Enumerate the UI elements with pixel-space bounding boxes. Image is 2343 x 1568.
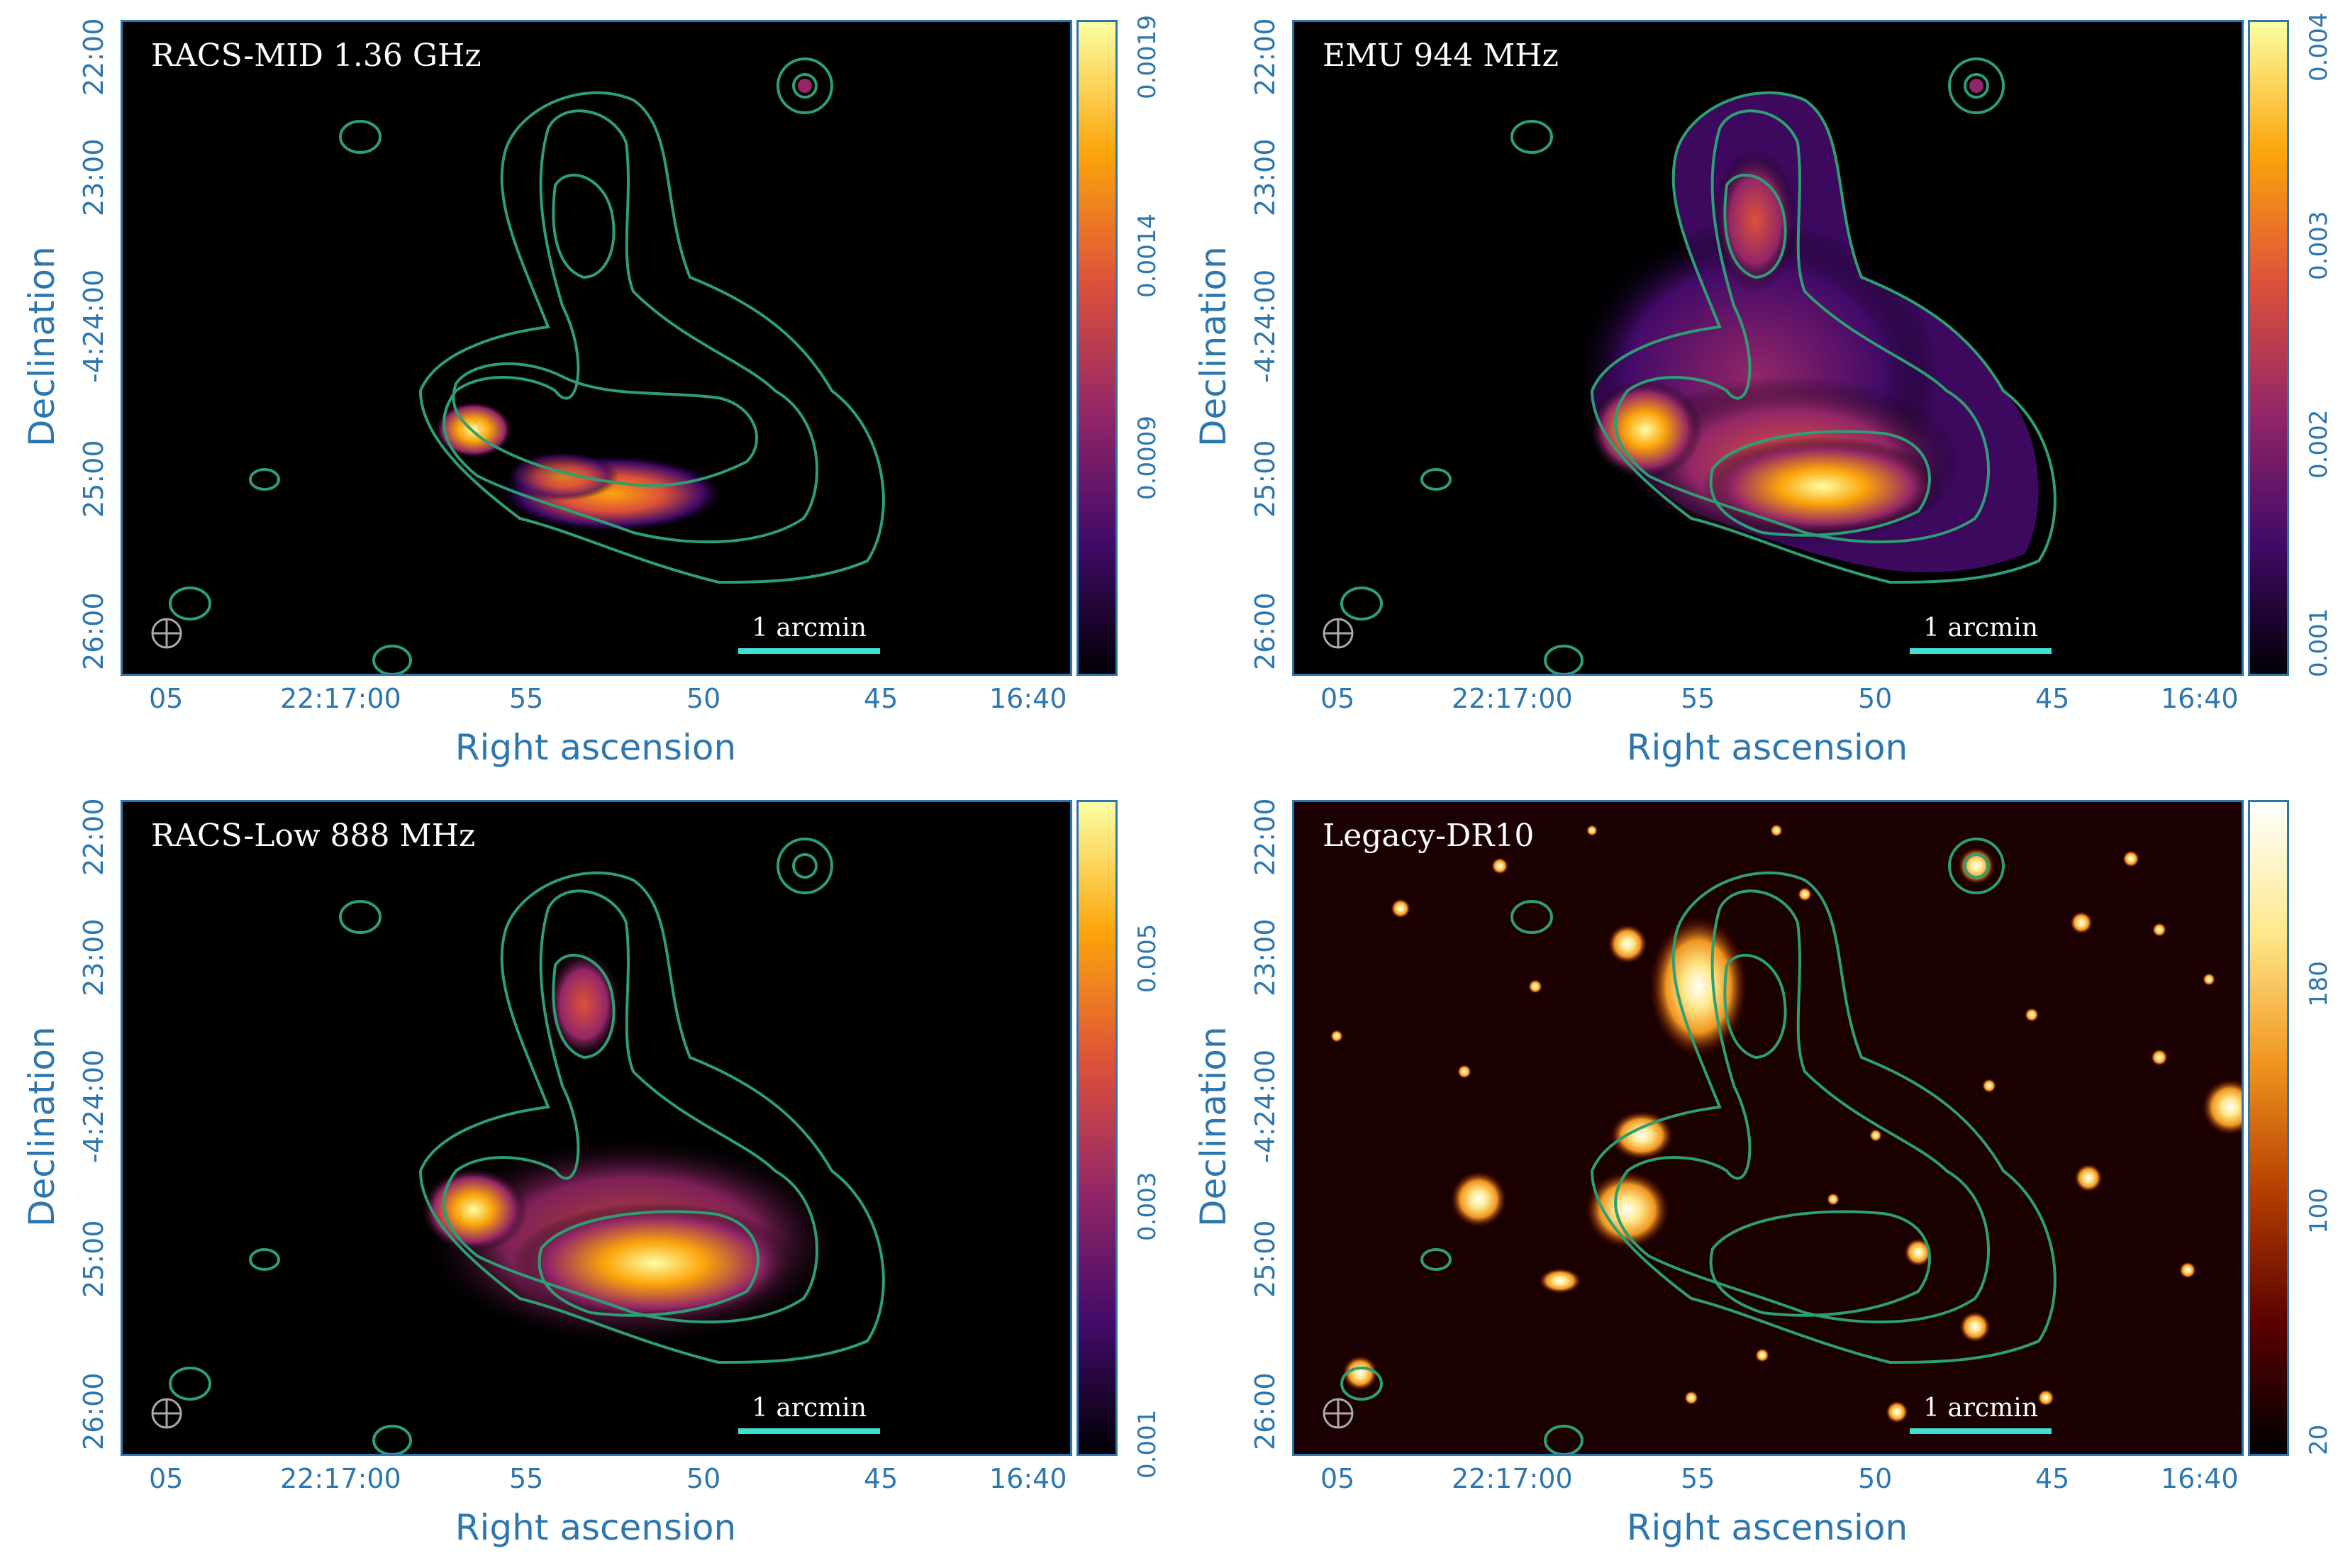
colorbar-tick: 0.0009	[1133, 416, 1162, 500]
x-tick: 50	[686, 1463, 721, 1494]
beam-icon	[1323, 618, 1354, 649]
y-axis-title: Declination	[21, 1026, 62, 1227]
image-legacy: Legacy-DR10 1 arcmin	[1292, 800, 2244, 1456]
x-tick: 55	[509, 1463, 544, 1494]
colorbar-tick: 0.003	[2305, 211, 2333, 280]
y-axis-title: Declination	[1193, 1026, 1234, 1227]
y-tick: 23:00	[78, 918, 109, 996]
y-tick: 25:00	[78, 440, 109, 518]
panel-label: RACS-MID 1.36 GHz	[151, 38, 482, 74]
panel-label: Legacy-DR10	[1323, 818, 1535, 854]
scale-bar-label: 1 arcmin	[751, 1394, 867, 1423]
y-tick: 26:00	[78, 592, 109, 670]
colorbar-tick: 0.003	[1133, 1172, 1162, 1241]
y-tick: 23:00	[1250, 138, 1281, 216]
x-tick: 05	[149, 1463, 184, 1494]
beam-icon	[1323, 1398, 1354, 1429]
x-tick: 45	[864, 1463, 898, 1494]
x-axis-title: Right ascension	[1626, 1507, 1908, 1548]
radio-emission-racs-low	[169, 838, 885, 1454]
x-tick: 50	[1858, 683, 1893, 714]
x-tick: 05	[1320, 1463, 1355, 1494]
x-tick: 22:17:00	[280, 1463, 401, 1494]
x-tick: 55	[1681, 683, 1715, 714]
colorbar	[1076, 20, 1118, 676]
contour-lines	[169, 838, 885, 1454]
scale-bar-label: 1 arcmin	[1922, 1394, 2039, 1423]
scale-bar	[738, 648, 880, 654]
y-tick: 22:00	[1250, 18, 1281, 96]
colorbar-tick: 0.0019	[1133, 15, 1162, 99]
scale-bar	[738, 1428, 880, 1434]
x-tick: 16:40	[989, 1463, 1067, 1494]
scale-bar-label: 1 arcmin	[1922, 613, 2039, 643]
contour-lines	[1340, 838, 2057, 1454]
x-tick: 45	[2035, 683, 2070, 714]
colorbar-tick: 0.005	[1133, 923, 1162, 993]
x-tick: 05	[149, 683, 184, 714]
colorbar-tick: 0.004	[2305, 12, 2333, 82]
colorbar-tick: 0.001	[1133, 1409, 1162, 1479]
x-tick: 16:40	[989, 683, 1067, 714]
x-tick: 05	[1320, 683, 1355, 714]
colorbar-tick: 0.002	[2305, 409, 2333, 479]
x-tick: 22:17:00	[280, 683, 401, 714]
y-tick: -4:24:00	[1250, 269, 1281, 383]
y-tick: 23:00	[1250, 918, 1281, 996]
panel-label: EMU 944 MHz	[1323, 38, 1559, 74]
x-tick: 22:17:00	[1452, 1463, 1573, 1494]
x-tick: 50	[1858, 1463, 1893, 1494]
optical-image-legacy	[1330, 824, 2242, 1454]
colorbar	[1076, 800, 1118, 1456]
y-tick: 26:00	[78, 1372, 109, 1450]
x-axis-title: Right ascension	[455, 1507, 737, 1548]
x-tick: 45	[2035, 1463, 2070, 1494]
scale-bar	[1910, 1428, 2052, 1434]
beam-icon	[151, 618, 182, 649]
colorbar	[2248, 20, 2289, 676]
x-axis-title: Right ascension	[455, 727, 737, 768]
colorbar-tick: 20	[2305, 1424, 2333, 1455]
scale-bar	[1910, 648, 2052, 654]
beam-icon	[151, 1398, 182, 1429]
contour-lines	[169, 57, 885, 674]
scale-bar-label: 1 arcmin	[751, 613, 867, 643]
x-tick: 22:17:00	[1452, 683, 1573, 714]
x-tick: 45	[864, 683, 898, 714]
y-tick: 22:00	[1250, 798, 1281, 876]
x-axis-title: Right ascension	[1626, 727, 1908, 768]
y-tick: 22:00	[78, 798, 109, 876]
y-axis-title: Declination	[1193, 246, 1234, 447]
y-tick: 26:00	[1250, 1372, 1281, 1450]
y-tick: 25:00	[1250, 440, 1281, 518]
x-tick: 16:40	[2161, 1463, 2239, 1494]
image-racs-low: RACS-Low 888 MHz 1 arcmin	[121, 800, 1072, 1456]
panel-label: RACS-Low 888 MHz	[151, 818, 476, 854]
y-tick: -4:24:00	[78, 269, 109, 383]
y-tick: 25:00	[78, 1220, 109, 1298]
colorbar-tick: 180	[2305, 961, 2333, 1007]
y-tick: 26:00	[1250, 592, 1281, 670]
radio-emission-emu	[1340, 57, 2057, 674]
y-tick: -4:24:00	[78, 1049, 109, 1163]
y-tick: 25:00	[1250, 1220, 1281, 1298]
x-tick: 16:40	[2161, 683, 2239, 714]
radio-emission-racs-mid	[169, 57, 885, 674]
image-racs-mid: RACS-MID 1.36 GHz 1 arcmin	[121, 20, 1072, 676]
image-emu: EMU 944 MHz 1 arcmin	[1292, 20, 2244, 676]
y-tick: -4:24:00	[1250, 1049, 1281, 1163]
y-axis-title: Declination	[21, 246, 62, 447]
x-tick: 50	[686, 683, 721, 714]
optical-sources	[1330, 824, 2242, 1423]
x-tick: 55	[1681, 1463, 1715, 1494]
contour-lines	[1340, 57, 2057, 674]
colorbar	[2248, 800, 2289, 1456]
colorbar-tick: 100	[2305, 1188, 2333, 1234]
colorbar-tick: 0.001	[2305, 608, 2333, 677]
y-tick: 22:00	[78, 18, 109, 96]
colorbar-tick: 0.0014	[1133, 213, 1162, 298]
y-tick: 23:00	[78, 138, 109, 216]
x-tick: 55	[509, 683, 544, 714]
